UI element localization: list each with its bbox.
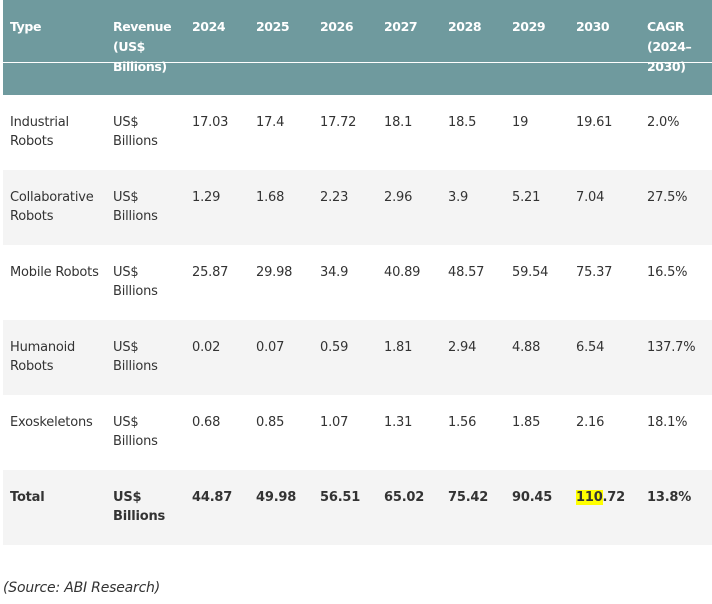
header-2029: 2029 [505,0,569,95]
table-row: Industrial Robots US$ Billions 17.03 17.… [3,95,712,170]
table-total-row: Total US$ Billions 44.87 49.98 56.51 65.… [3,470,712,545]
cell-value: 90.45 [512,490,553,505]
cell-unit: US$ Billions [113,490,166,524]
header-revenue: Revenue (US$ Billions) [106,0,185,95]
cell-cagr: 18.1% [647,415,688,430]
table-row: Exoskeletons US$ Billions 0.68 0.85 1.07… [3,395,712,470]
table-row: Humanoid Robots US$ Billions 0.02 0.07 0… [3,320,712,395]
cell-value: 44.87 [192,490,233,505]
cell-type: Total [10,490,45,505]
value-remainder: .72 [602,490,626,505]
cell-value: 75.42 [448,490,489,505]
cell-value: 1.85 [512,415,541,430]
header-divider-line [3,62,712,63]
table-row: Mobile Robots US$ Billions 25.87 29.98 3… [3,245,712,320]
cell-value: 75.37 [576,265,613,280]
cell-value: 34.9 [320,265,349,280]
cell-value: 0.07 [256,340,285,355]
cell-value: 1.07 [320,415,349,430]
header-2027: 2027 [377,0,441,95]
header-2026: 2026 [313,0,377,95]
cell-value: 0.85 [256,415,285,430]
cell-unit: US$ Billions [113,265,158,299]
cell-cagr: 13.8% [647,490,692,505]
cell-value: 49.98 [256,490,297,505]
source-note: (Source: ABI Research) [3,580,160,596]
cell-value: 17.72 [320,115,357,130]
header-2028: 2028 [441,0,505,95]
header-cagr: CAGR (2024–2030) [640,0,712,95]
table-header-row: Type Revenue (US$ Billions) 2024 2025 20… [3,0,712,95]
cell-value: 1.31 [384,415,413,430]
cell-value: 19 [512,115,529,130]
cell-value: 18.5 [448,115,477,130]
cell-value: 3.9 [448,190,469,205]
cell-cagr: 16.5% [647,265,688,280]
cell-value: 1.29 [192,190,221,205]
header-2030: 2030 [569,0,640,95]
cell-cagr: 137.7% [647,340,696,355]
cell-value: 25.87 [192,265,229,280]
highlighted-text: 110 [576,490,603,505]
cell-unit: US$ Billions [113,115,158,149]
cell-type: Mobile Robots [10,265,99,280]
header-2025: 2025 [249,0,313,95]
cell-value: 5.21 [512,190,541,205]
cell-value: 65.02 [384,490,425,505]
cell-value: 59.54 [512,265,549,280]
cell-unit: US$ Billions [113,415,158,449]
cell-value: 56.51 [320,490,361,505]
cell-value: 29.98 [256,265,293,280]
cell-value: 7.04 [576,190,605,205]
cell-unit: US$ Billions [113,340,158,374]
cell-type: Industrial Robots [10,115,69,149]
cell-type: Exoskeletons [10,415,93,430]
cell-value: 2.16 [576,415,605,430]
header-2024: 2024 [185,0,249,95]
cell-value-2030-total: 110.72 [569,470,640,545]
table-row: Collaborative Robots US$ Billions 1.29 1… [3,170,712,245]
cell-value: 0.02 [192,340,221,355]
cell-type: Humanoid Robots [10,340,76,374]
cell-type: Collaborative Robots [10,190,94,224]
cell-value: 19.61 [576,115,613,130]
cell-value: 17.03 [192,115,229,130]
cell-value: 0.59 [320,340,349,355]
cell-value: 40.89 [384,265,421,280]
cell-value: 0.68 [192,415,221,430]
cell-value: 17.4 [256,115,285,130]
cell-value: 48.57 [448,265,485,280]
cell-value: 4.88 [512,340,541,355]
robot-revenue-table: Type Revenue (US$ Billions) 2024 2025 20… [3,0,712,545]
cell-value: 1.68 [256,190,285,205]
cell-value: 1.56 [448,415,477,430]
header-type: Type [3,0,106,95]
cell-unit: US$ Billions [113,190,158,224]
cell-cagr: 2.0% [647,115,680,130]
cell-value: 2.96 [384,190,413,205]
cell-value: 1.81 [384,340,413,355]
cell-cagr: 27.5% [647,190,688,205]
cell-value: 18.1 [384,115,413,130]
cell-value: 2.94 [448,340,477,355]
cell-value: 6.54 [576,340,605,355]
cell-value: 2.23 [320,190,349,205]
